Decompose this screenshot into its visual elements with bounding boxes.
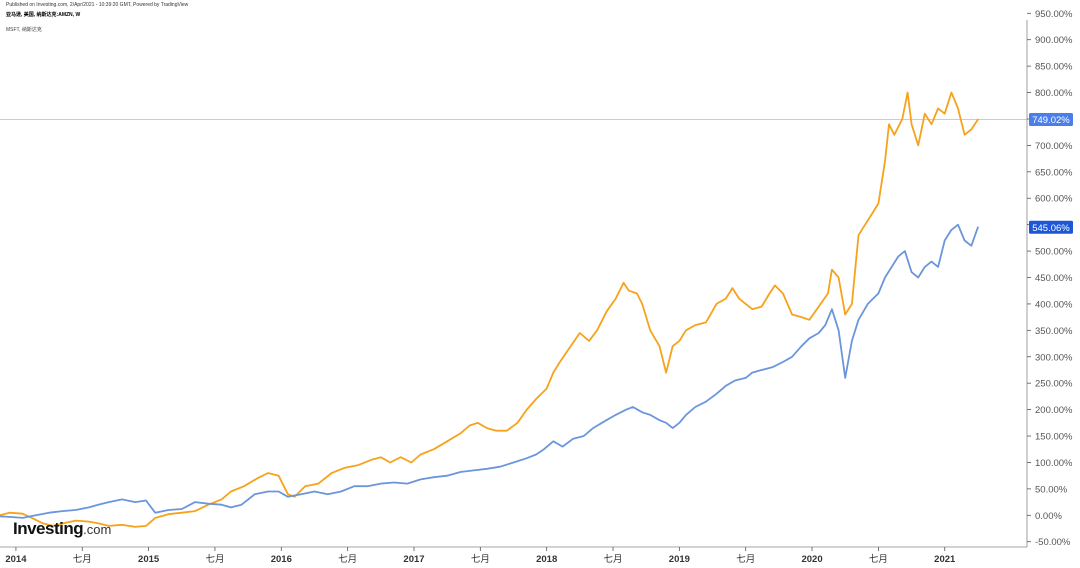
x-tick-label: 2018 xyxy=(536,554,557,565)
x-tick-label: 七月 xyxy=(205,554,224,565)
x-tick-label: 七月 xyxy=(604,554,623,565)
y-tick-label: 500.00% xyxy=(1035,247,1073,258)
y-tick-label: 0.00% xyxy=(1035,511,1062,522)
x-tick-label: 2019 xyxy=(669,554,690,565)
y-tick-label: 250.00% xyxy=(1035,379,1073,390)
y-tick-label: 300.00% xyxy=(1035,352,1073,363)
y-tick-label: 950.00% xyxy=(1035,9,1073,20)
y-tick-label: 700.00% xyxy=(1035,141,1073,152)
badge-background xyxy=(1029,112,1073,126)
y-tick-label: 600.00% xyxy=(1035,194,1073,205)
y-tick-label: 150.00% xyxy=(1035,432,1073,443)
price-axis[interactable]: 950.00%900.00%850.00%800.00%750.00%700.0… xyxy=(1027,9,1073,548)
amzn-series-line xyxy=(0,91,979,528)
x-tick-label: 七月 xyxy=(471,554,490,565)
y-tick-label: 650.00% xyxy=(1035,167,1073,178)
x-tick-label: 七月 xyxy=(338,554,357,565)
time-axis[interactable]: 2014 七月 2015 七月 2016 七月 2017 七月 2018 七月 2019 七月 2020… xyxy=(5,547,956,565)
y-tick-label: 400.00% xyxy=(1035,299,1073,310)
investing-logo: Investing.com xyxy=(13,519,111,539)
compare-symbol-label: MSFT, 纳斯达克 xyxy=(6,27,42,33)
x-tick-label: 2017 xyxy=(403,554,424,565)
x-tick-label: 2020 xyxy=(801,554,822,565)
x-tick-label: 2016 xyxy=(271,554,292,565)
badge-label: 545.06% xyxy=(1032,223,1070,234)
badge-background xyxy=(1029,220,1073,234)
x-tick-label: 2021 xyxy=(934,554,956,565)
logo-text: Investing xyxy=(13,519,84,538)
y-tick-label: 850.00% xyxy=(1035,62,1073,73)
y-tick-label: 200.00% xyxy=(1035,405,1073,416)
msft-series-line xyxy=(0,223,979,519)
x-tick-label: 2015 xyxy=(138,554,160,565)
x-tick-label: 七月 xyxy=(736,554,755,565)
published-note: Published on Investing.com, 2/Apr/2021 -… xyxy=(6,2,189,8)
series-layer xyxy=(0,91,979,528)
badge-label: 749.02% xyxy=(1032,115,1070,126)
symbol-title: 亚马逊, 美国, 纳斯达克:AMZN, W xyxy=(6,12,81,18)
x-tick-label: 七月 xyxy=(869,554,888,565)
y-tick-label: 450.00% xyxy=(1035,273,1073,284)
last-value-badges: 749.02% 545.06% xyxy=(1029,112,1073,234)
logo-suffix: .com xyxy=(83,522,112,537)
x-tick-label: 2014 xyxy=(5,554,27,565)
y-tick-label: 100.00% xyxy=(1035,458,1073,469)
y-tick-label: 350.00% xyxy=(1035,326,1073,337)
x-tick-label: 七月 xyxy=(73,554,92,565)
y-tick-label: 800.00% xyxy=(1035,88,1073,99)
msft-last-value-badge: 545.06% xyxy=(1029,220,1073,234)
amzn-last-value-badge: 749.02% xyxy=(1029,112,1073,126)
y-tick-label: -50.00% xyxy=(1035,537,1071,548)
y-tick-label: 50.00% xyxy=(1035,484,1068,495)
y-tick-label: 900.00% xyxy=(1035,35,1073,46)
